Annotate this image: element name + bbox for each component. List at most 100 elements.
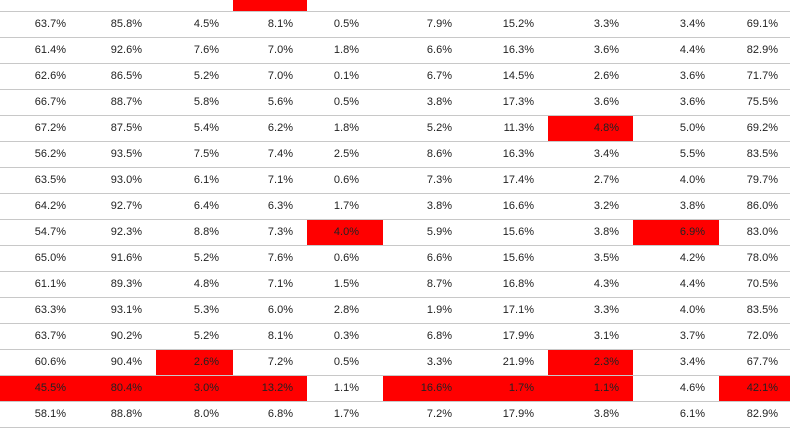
table-cell: 6.8% (233, 401, 307, 428)
table-cell: 8.7% (383, 271, 466, 298)
table-row: 54.7% 92.3% 8.8% 7.3% 4.0% 5.9% 15.6% 3.8% 6.9% 8… (0, 219, 790, 246)
table-cell: 7.4% (233, 141, 307, 168)
table-cell: 8.0% (156, 401, 233, 428)
highlighted-cell: 4.0% (307, 219, 383, 246)
table-cell: 16.3% (466, 37, 548, 64)
highlighted-cell: 16.6% (383, 375, 466, 402)
table-cell: 92.7% (80, 193, 156, 220)
table-row: 63.7% 85.8% 4.5% 8.1% 0.5% 7.9% 15.2% 3.3% 3.4% 6… (0, 11, 790, 38)
highlighted-cell: 13.2% (233, 375, 307, 402)
table-cell: 5.2% (156, 323, 233, 350)
table-cell: 6.2% (233, 115, 307, 142)
highlighted-cell: 4.8% (548, 115, 633, 142)
table-cell: 82.9% (719, 37, 790, 64)
table-cell: 14.5% (466, 0, 548, 12)
table-cell: 21.9% (466, 349, 548, 376)
table-cell: 4.6% (633, 375, 719, 402)
table-cell: 66.7% (0, 89, 80, 116)
table-cell: 1.1% (307, 375, 383, 402)
highlighted-cell: 2.6% (156, 349, 233, 376)
table-cell: 56.2% (0, 141, 80, 168)
table-cell: 3.8% (383, 193, 466, 220)
table-cell: 16.3% (466, 141, 548, 168)
table-cell: 0.6% (307, 167, 383, 194)
table-cell: 6.6% (383, 245, 466, 272)
table-cell: 17.3% (466, 89, 548, 116)
table-row: 56.2% 93.5% 7.5% 7.4% 2.5% 8.6% 16.3% 3.4% 5.5% 8… (0, 141, 790, 168)
table-cell: 88.7% (80, 89, 156, 116)
table-cell: 5.9% (383, 219, 466, 246)
table-cell: 65.0% (0, 245, 80, 272)
highlighted-cell: 80.4% (80, 375, 156, 402)
table-cell: 3.3% (383, 349, 466, 376)
table-cell: 3.4% (633, 349, 719, 376)
table-row: 65.0% 91.6% 5.2% 7.6% 0.6% 6.6% 15.6% 3.5% 4.2% 7… (0, 245, 790, 272)
table-cell: 3.8% (548, 401, 633, 428)
table-cell: 93.1% (80, 297, 156, 324)
table-cell: 7.1% (233, 271, 307, 298)
table-row: 58.6%93.6%5.6%10.4%1.1%14.5%14.5%3.4%3.6… (0, 0, 790, 12)
table-cell: 0.5% (307, 11, 383, 38)
table-cell: 1.5% (307, 271, 383, 298)
table-cell: 6.7% (383, 63, 466, 90)
table-cell: 86.0% (719, 193, 790, 220)
table-cell: 63.3% (0, 297, 80, 324)
table-cell: 7.0% (233, 37, 307, 64)
table-cell: 4.3% (548, 271, 633, 298)
table-cell: 17.4% (466, 167, 548, 194)
table-cell: 6.1% (156, 167, 233, 194)
table-cell: 93.0% (80, 167, 156, 194)
table-cell: 6.3% (233, 193, 307, 220)
table-cell: 1.7% (307, 193, 383, 220)
table-cell: 1.8% (307, 115, 383, 142)
table-cell: 83.5% (719, 297, 790, 324)
table-row: 63.7% 90.2% 5.2% 8.1% 0.3% 6.8% 17.9% 3.1% 3.7% 7… (0, 323, 790, 350)
table-cell: 3.6% (548, 89, 633, 116)
table-cell: 8.1% (233, 11, 307, 38)
table-cell: 11.3% (466, 115, 548, 142)
table-cell: 7.0% (233, 63, 307, 90)
table-cell: 6.1% (633, 401, 719, 428)
table-cell: 3.5% (548, 245, 633, 272)
highlighted-cell: 3.0% (156, 375, 233, 402)
table-cell: 3.4% (548, 141, 633, 168)
table-cell: 72.0% (719, 323, 790, 350)
table-cell: 5.2% (383, 115, 466, 142)
table-cell: 0.5% (307, 349, 383, 376)
table-cell: 5.3% (156, 297, 233, 324)
table-cell: 3.7% (633, 323, 719, 350)
table-cell: 7.2% (233, 349, 307, 376)
table-cell: 6.0% (233, 297, 307, 324)
table-cell: 14.5% (383, 0, 466, 12)
table-cell: 7.6% (233, 245, 307, 272)
table-cell: 7.2% (383, 401, 466, 428)
table-cell: 93.5% (80, 141, 156, 168)
table-cell: 61.4% (0, 37, 80, 64)
table-cell: 58.6% (0, 0, 80, 12)
table-cell: 1.8% (307, 37, 383, 64)
table-cell: 3.6% (548, 37, 633, 64)
table-cell: 15.2% (466, 11, 548, 38)
table-cell: 87.5% (80, 115, 156, 142)
table-cell: 71.7% (719, 63, 790, 90)
table-cell: 8.6% (383, 141, 466, 168)
table-cell: 3.3% (548, 11, 633, 38)
table-cell: 76.6% (719, 0, 790, 12)
table-cell: 60.6% (0, 349, 80, 376)
table-cell: 4.0% (633, 167, 719, 194)
table-row: 63.3% 93.1% 5.3% 6.0% 2.8% 1.9% 17.1% 3.3% 4.0% 8… (0, 297, 790, 324)
table-cell: 7.9% (383, 11, 466, 38)
table-cell: 5.5% (633, 141, 719, 168)
table-cell: 79.7% (719, 167, 790, 194)
table-row: 60.6% 90.4% 2.6% 7.2% 0.5% 3.3% 21.9% 2.3% 3.4% 6… (0, 349, 790, 376)
table-cell: 3.6% (633, 63, 719, 90)
table-cell: 83.0% (719, 219, 790, 246)
table-cell: 54.7% (0, 219, 80, 246)
table-cell: 3.8% (633, 193, 719, 220)
table-cell: 89.3% (80, 271, 156, 298)
table-cell: 3.6% (633, 89, 719, 116)
table-cell: 1.9% (383, 297, 466, 324)
table-cell: 69.1% (719, 11, 790, 38)
